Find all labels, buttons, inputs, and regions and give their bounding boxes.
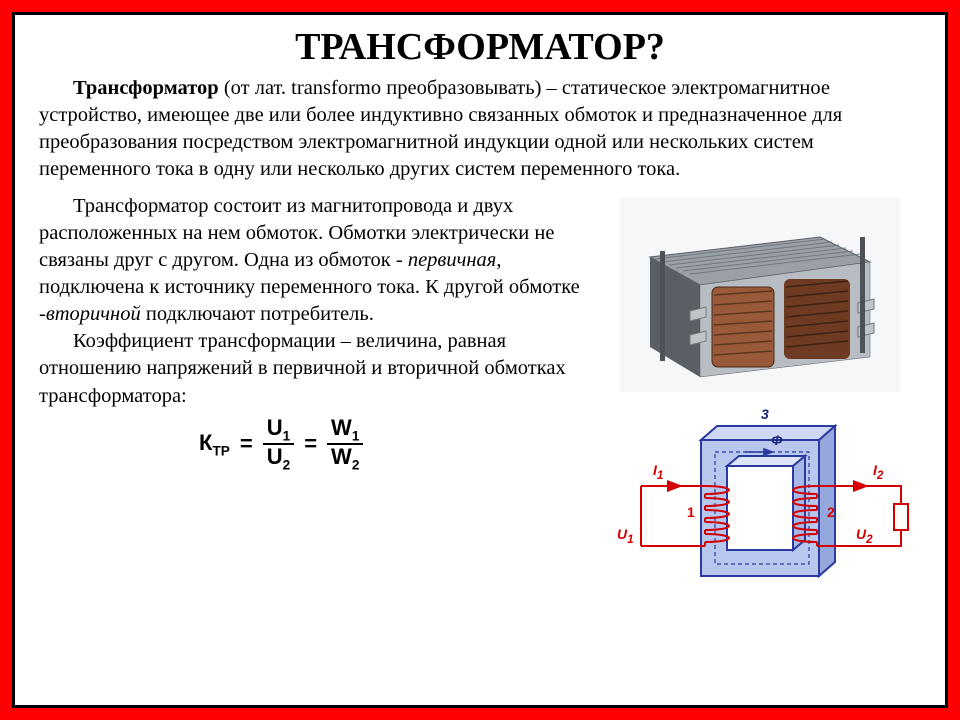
schematic-label-3: 3 (761, 406, 769, 422)
transformer-photo (620, 197, 900, 392)
schematic-label-U1: U1 (617, 526, 634, 546)
schematic-label-1: 1 (687, 504, 695, 520)
intro-paragraph: Трансформатор (от лат. transformo преобр… (39, 75, 921, 183)
schematic-label-phi: Φ (771, 432, 783, 448)
secondary-term: вторичной (46, 303, 141, 325)
body-paragraph-2: Коэффициент трансформации – величина, ра… (39, 328, 581, 409)
intro-lead: Трансформатор (73, 77, 219, 99)
body1-end: подключают потребитель. (141, 303, 374, 325)
formula-frac2: W1 W2 (327, 416, 363, 473)
slide-content: ТРАНСФОРМАТОР? Трансформатор (от лат. tr… (15, 15, 945, 705)
page-title: ТРАНСФОРМАТОР? (39, 25, 921, 69)
schematic-label-2: 2 (827, 504, 835, 520)
formula-eq1: = (240, 431, 253, 457)
schematic-label-I2: I2 (873, 462, 883, 482)
primary-term: первичная (408, 249, 496, 271)
schematic-label-U2: U2 (856, 526, 873, 546)
body-paragraph-1: Трансформатор состоит из магнитопровода … (39, 193, 581, 328)
schematic-label-I1: I1 (653, 462, 663, 482)
formula-frac1: U1 U2 (263, 416, 294, 473)
formula: КТР = U1 U2 = W1 W2 (199, 416, 581, 473)
transformer-schematic: 3 Φ I1 I2 U1 U2 1 2 (605, 408, 915, 598)
formula-K: КТР (199, 430, 230, 458)
formula-eq2: = (304, 431, 317, 457)
